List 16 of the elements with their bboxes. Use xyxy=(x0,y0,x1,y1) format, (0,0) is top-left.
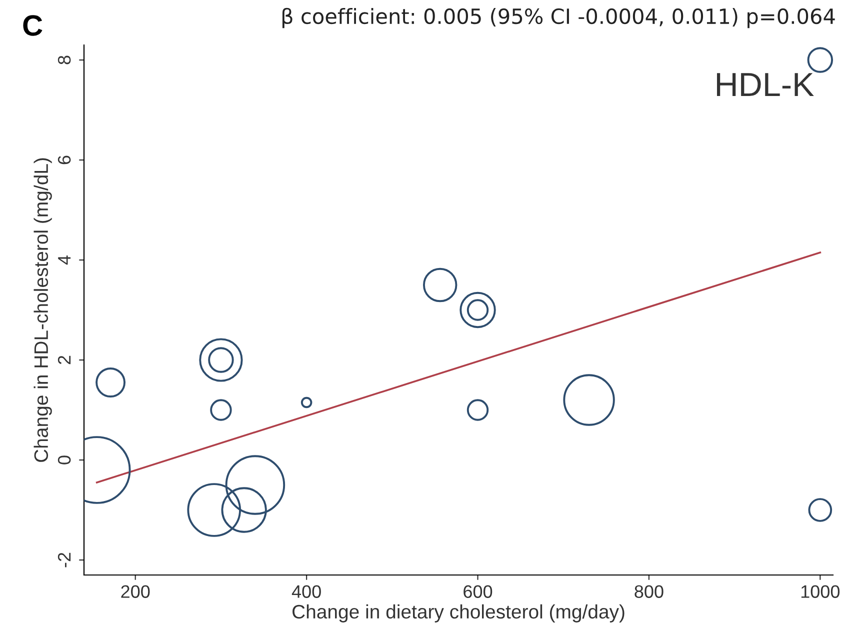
x-tick-label: 200 xyxy=(121,585,150,598)
y-tick-label: 4 xyxy=(58,256,71,265)
text: C xyxy=(23,15,42,36)
annotation: HDL-K xyxy=(716,73,814,96)
y-tick-label: 0 xyxy=(58,456,71,464)
x-tick-label: 600 xyxy=(464,585,492,598)
y-tick-label: 6 xyxy=(58,156,71,164)
y-tick-label: 8 xyxy=(58,56,71,64)
x-tick-label: 800 xyxy=(634,585,664,598)
y-axis-title: Change in HDL-cholesterol (mg/dL) xyxy=(34,158,52,462)
chart-title: β coefficient: 0.005 (95% CI -0.0004, 0.011) p=0.064 xyxy=(282,8,835,28)
x-tick-label: 400 xyxy=(292,585,321,598)
x-axis-title: Change in dietary cholesterol (mg/day) xyxy=(292,604,624,622)
x-tick-label: 1000 xyxy=(801,585,840,598)
y-tick-label: -2 xyxy=(58,552,71,568)
y-tick-label: 2 xyxy=(58,356,71,364)
